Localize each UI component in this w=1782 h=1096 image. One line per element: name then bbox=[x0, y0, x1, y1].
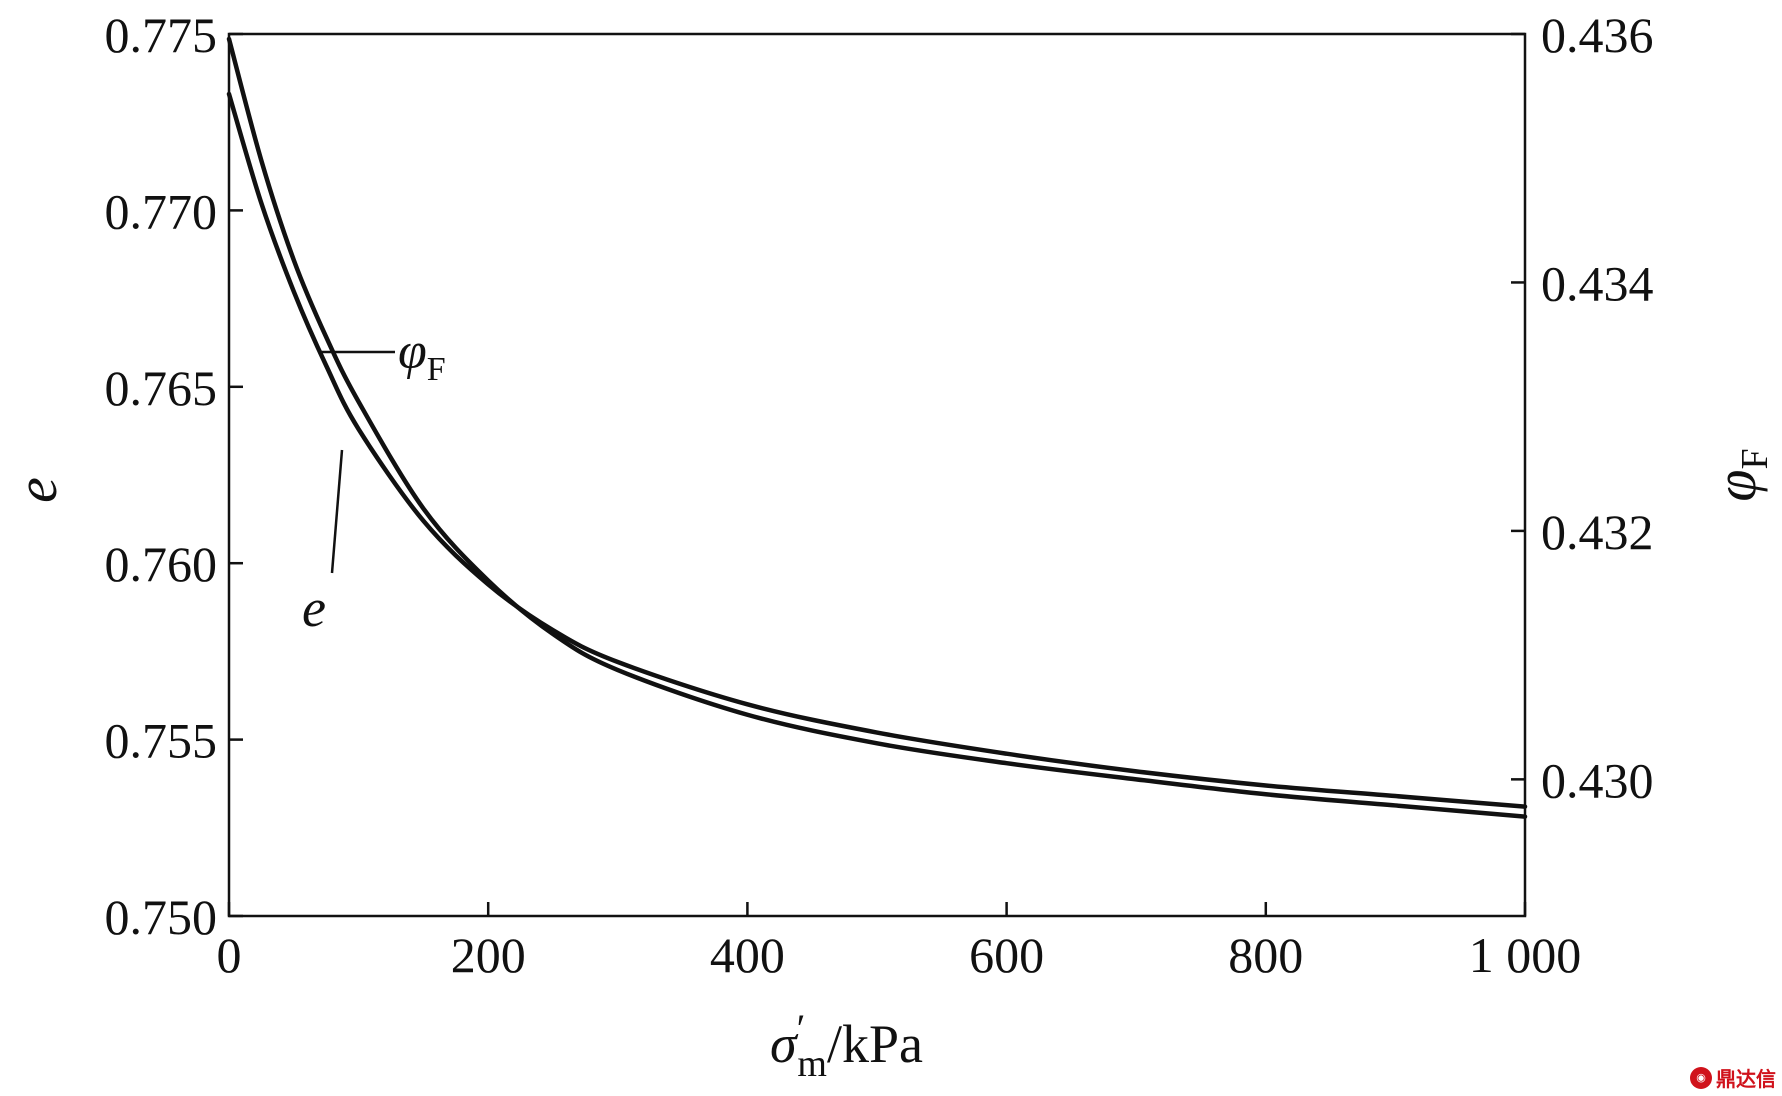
right-y-tick-label: 0.432 bbox=[1541, 504, 1654, 560]
x-tick-label: 600 bbox=[969, 927, 1044, 983]
right-y-axis-title-symbol: φ bbox=[1703, 470, 1768, 502]
series-line-phi-f bbox=[226, 36, 1528, 819]
annotation-e: e bbox=[302, 578, 326, 638]
series-line-e bbox=[226, 91, 1528, 809]
left-y-tick-label: 0.750 bbox=[105, 889, 218, 945]
right-y-tick-label: 0.436 bbox=[1541, 7, 1654, 63]
right-y-axis-ticks: 0.430 0.432 0.434 0.436 bbox=[1511, 7, 1654, 808]
right-y-tick-label: 0.434 bbox=[1541, 255, 1654, 311]
x-tick-label: 400 bbox=[710, 927, 785, 983]
annotation-phi-f: φF bbox=[398, 323, 446, 388]
x-tick-label: 0 bbox=[217, 927, 242, 983]
left-y-tick-label: 0.770 bbox=[105, 183, 218, 239]
x-tick-label: 200 bbox=[451, 927, 526, 983]
watermark: ◉ 鼎达信 bbox=[1690, 1063, 1776, 1092]
x-axis-title-symbol: σ bbox=[770, 1014, 799, 1074]
watermark-logo-icon: ◉ bbox=[1690, 1066, 1712, 1089]
plot-frame bbox=[227, 32, 1527, 918]
x-axis-title-subscript: m bbox=[797, 1043, 827, 1085]
watermark-text: 鼎达信 bbox=[1716, 1067, 1776, 1091]
left-y-tick-label: 0.775 bbox=[105, 7, 218, 63]
x-tick-label: 800 bbox=[1228, 927, 1303, 983]
right-y-axis-title: φF bbox=[1703, 448, 1776, 501]
left-y-axis-title: e bbox=[4, 477, 69, 503]
left-y-axis-ticks: 0.750 0.755 0.760 0.765 0.770 0.775 bbox=[105, 7, 243, 945]
right-y-tick-label: 0.430 bbox=[1541, 752, 1654, 808]
left-y-tick-label: 0.765 bbox=[105, 360, 218, 416]
left-y-tick-label: 0.760 bbox=[105, 536, 218, 592]
right-y-axis-title-subscript: F bbox=[1734, 448, 1776, 469]
annotation-phi-f-subscript: F bbox=[427, 351, 446, 388]
x-axis-title-prime: ′ bbox=[797, 1006, 806, 1051]
annotation-phi-f-symbol: φ bbox=[398, 323, 427, 380]
x-axis-ticks: 0 200 400 600 800 1 000 bbox=[217, 902, 1582, 983]
series-layer bbox=[226, 36, 1528, 819]
x-tick-label: 1 000 bbox=[1469, 927, 1582, 983]
x-axis-title: σ′ m/kPa bbox=[770, 1006, 923, 1085]
x-axis-title-unit: /kPa bbox=[827, 1014, 923, 1074]
left-y-tick-label: 0.755 bbox=[105, 713, 218, 769]
annotation-leader-e bbox=[330, 449, 344, 574]
